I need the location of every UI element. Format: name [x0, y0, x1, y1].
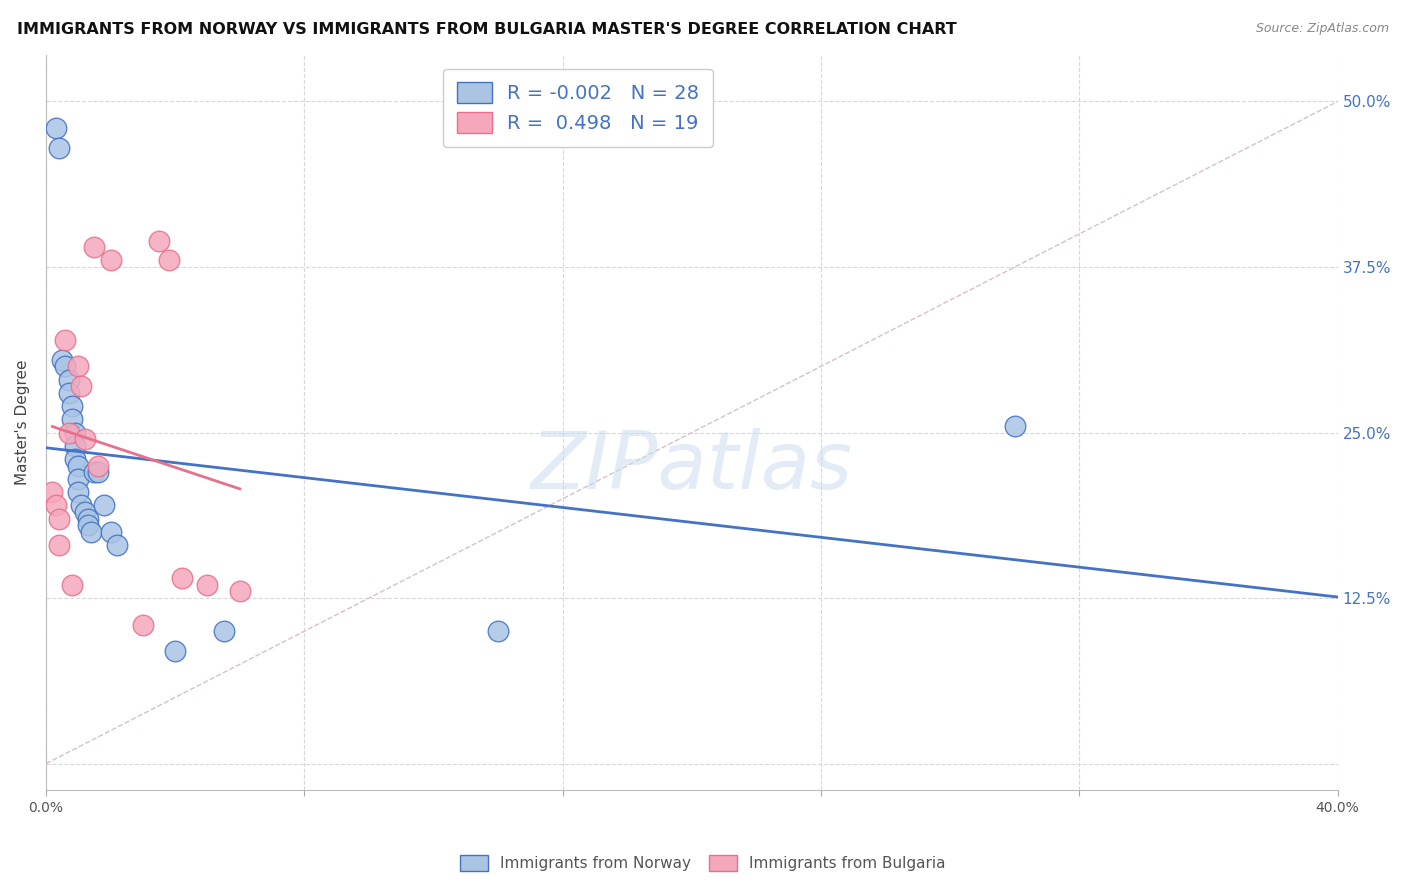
Point — [53, 359, 76, 374]
Text: Source: ZipAtlas.com: Source: ZipAtlas.com — [1256, 22, 1389, 36]
Point — [100, 524, 122, 539]
Point — [67, 458, 90, 473]
Point — [60, 578, 83, 592]
Point — [93, 499, 115, 513]
Point — [48, 538, 70, 552]
Point — [67, 359, 90, 374]
Point — [165, 644, 187, 658]
Point — [67, 472, 90, 486]
Point — [77, 511, 100, 525]
Point — [157, 253, 180, 268]
Point — [1004, 419, 1026, 434]
Y-axis label: Master's Degree: Master's Degree — [15, 359, 30, 485]
Point — [60, 412, 83, 426]
Point — [58, 385, 80, 400]
Point — [105, 538, 128, 552]
Point — [212, 624, 235, 639]
Point — [70, 499, 93, 513]
Point — [45, 499, 67, 513]
Legend: R = -0.002   N = 28, R =  0.498   N = 19: R = -0.002 N = 28, R = 0.498 N = 19 — [443, 69, 713, 147]
Point — [58, 373, 80, 387]
Point — [83, 465, 105, 479]
Point — [132, 617, 155, 632]
Point — [63, 425, 86, 440]
Point — [77, 518, 100, 533]
Point — [67, 485, 90, 500]
Point — [53, 333, 76, 347]
Point — [58, 425, 80, 440]
Text: IMMIGRANTS FROM NORWAY VS IMMIGRANTS FROM BULGARIA MASTER'S DEGREE CORRELATION C: IMMIGRANTS FROM NORWAY VS IMMIGRANTS FRO… — [17, 22, 956, 37]
Point — [41, 485, 63, 500]
Point — [73, 505, 96, 519]
Point — [80, 524, 103, 539]
Point — [100, 253, 122, 268]
Point — [48, 141, 70, 155]
Point — [51, 352, 73, 367]
Point — [197, 578, 219, 592]
Legend: Immigrants from Norway, Immigrants from Bulgaria: Immigrants from Norway, Immigrants from … — [454, 849, 952, 877]
Point — [60, 399, 83, 413]
Point — [63, 439, 86, 453]
Point — [228, 584, 250, 599]
Point — [148, 234, 170, 248]
Point — [86, 458, 108, 473]
Point — [70, 379, 93, 393]
Point — [170, 571, 193, 585]
Point — [486, 624, 509, 639]
Point — [73, 432, 96, 446]
Point — [45, 120, 67, 135]
Point — [83, 240, 105, 254]
Point — [63, 452, 86, 467]
Point — [48, 511, 70, 525]
Text: ZIPatlas: ZIPatlas — [530, 428, 853, 506]
Point — [86, 465, 108, 479]
